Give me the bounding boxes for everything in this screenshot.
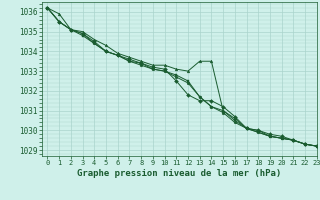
- X-axis label: Graphe pression niveau de la mer (hPa): Graphe pression niveau de la mer (hPa): [77, 169, 281, 178]
